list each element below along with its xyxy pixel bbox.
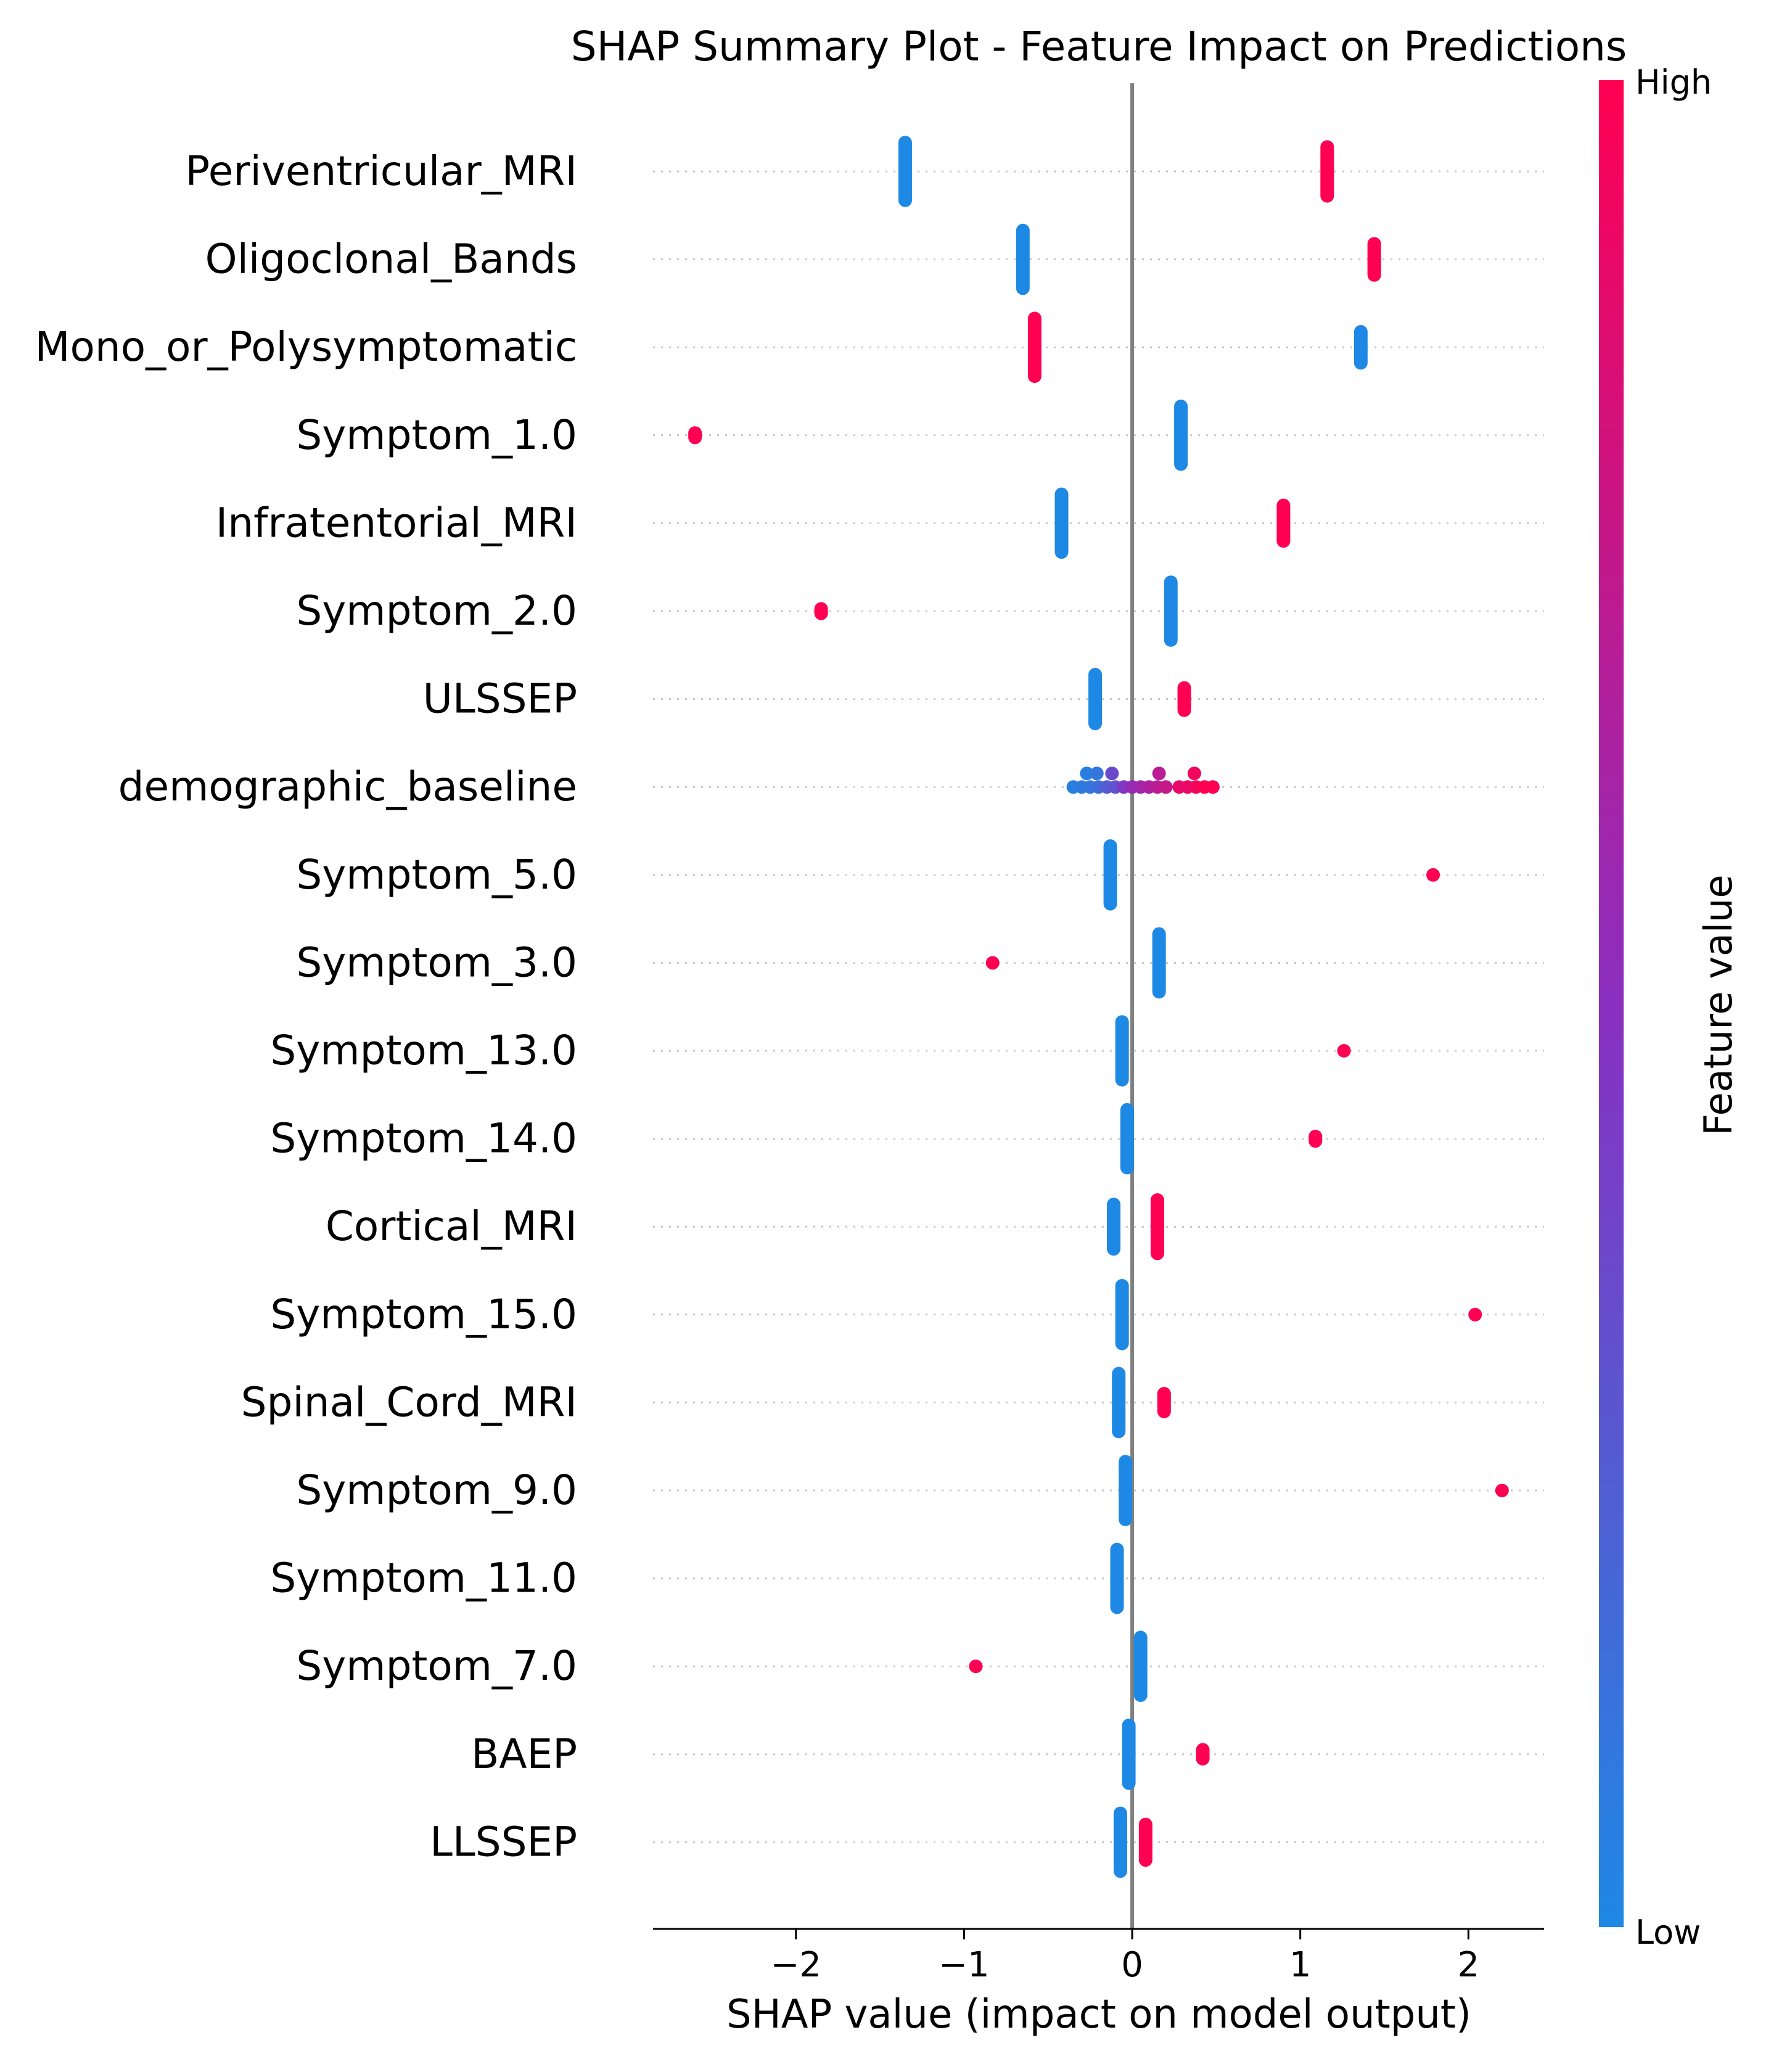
feature-label: Symptom_15.0 xyxy=(270,1291,577,1338)
colorbar xyxy=(1599,80,1624,1927)
shap-point xyxy=(1080,767,1094,781)
x-axis-label: SHAP value (impact on model output) xyxy=(726,1992,1471,2037)
chart-title: SHAP Summary Plot - Feature Impact on Pr… xyxy=(571,23,1627,70)
colorbar-title: Feature value xyxy=(1696,874,1741,1135)
feature-label: Mono_or_Polysymptomatic xyxy=(35,323,577,371)
x-tick-label: −1 xyxy=(939,1945,990,1985)
x-tick-label: −2 xyxy=(770,1945,821,1985)
shap-point xyxy=(1495,1484,1509,1497)
feature-label: Symptom_7.0 xyxy=(296,1642,577,1690)
feature-label: Symptom_9.0 xyxy=(296,1466,577,1514)
feature-label: LLSSEP xyxy=(430,1818,577,1865)
shap-point xyxy=(1105,767,1119,781)
feature-label: Symptom_11.0 xyxy=(270,1555,577,1602)
feature-label: Symptom_3.0 xyxy=(296,939,577,986)
feature-label: ULSSEP xyxy=(423,675,577,723)
shap-points xyxy=(688,136,1509,1878)
feature-label: Symptom_1.0 xyxy=(296,411,577,459)
feature-label: Symptom_2.0 xyxy=(296,587,577,635)
shap-point xyxy=(1152,767,1166,781)
x-tick-label: 1 xyxy=(1289,1945,1312,1985)
feature-label: Periventricular_MRI xyxy=(185,147,577,195)
feature-label: Symptom_13.0 xyxy=(270,1027,577,1074)
shap-point xyxy=(1090,767,1104,781)
shap-point xyxy=(969,1659,983,1674)
feature-rows: Periventricular_MRI Oligoclonal_Bands Mono… xyxy=(35,147,1544,1865)
feature-label: Spinal_Cord_MRI xyxy=(241,1378,577,1426)
shap-point xyxy=(1159,780,1173,794)
shap-point xyxy=(1187,767,1201,781)
feature-label: Infratentorial_MRI xyxy=(216,499,577,546)
feature-label: Symptom_5.0 xyxy=(296,851,577,898)
x-tick-label: 2 xyxy=(1457,1945,1479,1985)
shap-point xyxy=(1337,1044,1351,1058)
feature-label: demographic_baseline xyxy=(118,763,577,810)
shap-point xyxy=(1426,868,1440,882)
colorbar-high-label: High xyxy=(1635,63,1712,102)
feature-label: Symptom_14.0 xyxy=(270,1115,577,1162)
shap-point xyxy=(1468,1307,1482,1322)
feature-label: Cortical_MRI xyxy=(326,1202,577,1250)
shap-point xyxy=(985,956,1000,970)
feature-label: Oligoclonal_Bands xyxy=(205,236,577,283)
shap-point xyxy=(1206,780,1220,794)
colorbar-low-label: Low xyxy=(1635,1913,1701,1952)
x-tick-label: 0 xyxy=(1121,1945,1143,1985)
feature-label: BAEP xyxy=(471,1730,577,1778)
x-axis-ticks: −2 −1 0 1 2 xyxy=(770,1929,1479,1985)
